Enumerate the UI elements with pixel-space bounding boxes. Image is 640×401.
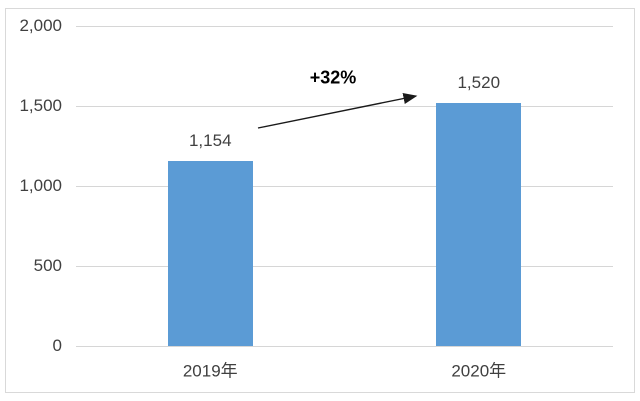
gridline [76,106,613,107]
x-axis-category-label: 2020年 [451,361,507,381]
x-axis-category-label: 2019年 [182,361,238,381]
y-axis-tick-label: 0 [52,336,62,355]
bar-2020年 [436,102,522,346]
chart-frame: +32% 0 500 1,000 1,500 2,000 1,154 2019年 1,520 2… [5,8,635,393]
bar-2019年 [167,161,253,346]
gridline [76,26,613,27]
gridline [76,186,613,187]
growth-annotation: +32% [309,67,357,88]
y-axis-tick-label: 2,000 [19,16,62,35]
gridline [76,266,613,267]
gridline [76,346,613,347]
data-label: 1,520 [457,72,501,92]
growth-arrow [257,93,418,129]
data-label: 1,154 [188,131,232,151]
y-axis-tick-label: 1,000 [19,176,62,195]
growth-arrow-line [257,93,418,129]
y-axis-tick-label: 500 [33,256,62,275]
y-axis-tick-label: 1,500 [19,96,62,115]
